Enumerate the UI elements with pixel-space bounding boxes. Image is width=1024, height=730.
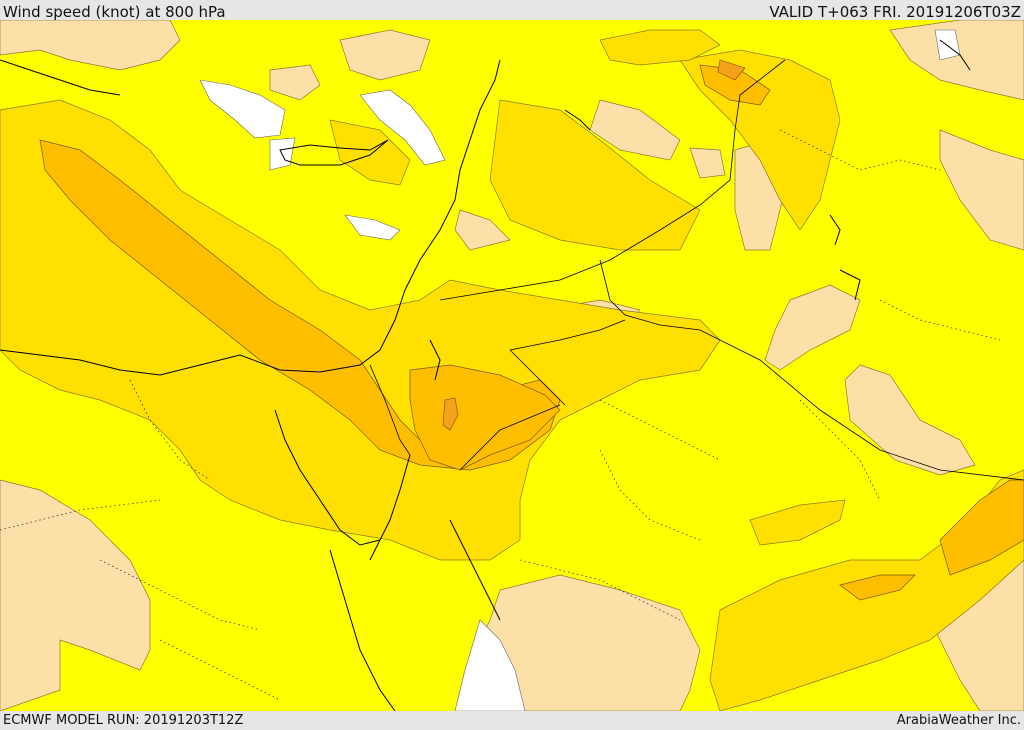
wind-speed-map (0, 20, 1024, 711)
calm-regions (199, 29, 961, 711)
valid-time: VALID T+063 FRI. 20191206T03Z (769, 3, 1021, 21)
credit: ArabiaWeather Inc. (896, 713, 1021, 728)
coastlines (0, 39, 971, 711)
header-bar: Wind speed (knot) at 800 hPa VALID T+063… (0, 0, 1024, 21)
strong-wind-regions (39, 64, 1024, 601)
map-canvas[interactable] (0, 20, 1024, 711)
political-borders (369, 59, 1024, 481)
internal-borders (0, 129, 1001, 701)
footer-bar: ECMWF MODEL RUN: 20191203T12Z ArabiaWeat… (0, 711, 1024, 729)
model-run: ECMWF MODEL RUN: 20191203T12Z (3, 713, 244, 728)
peak-wind-regions (442, 59, 746, 431)
map-title: Wind speed (knot) at 800 hPa (3, 3, 226, 21)
